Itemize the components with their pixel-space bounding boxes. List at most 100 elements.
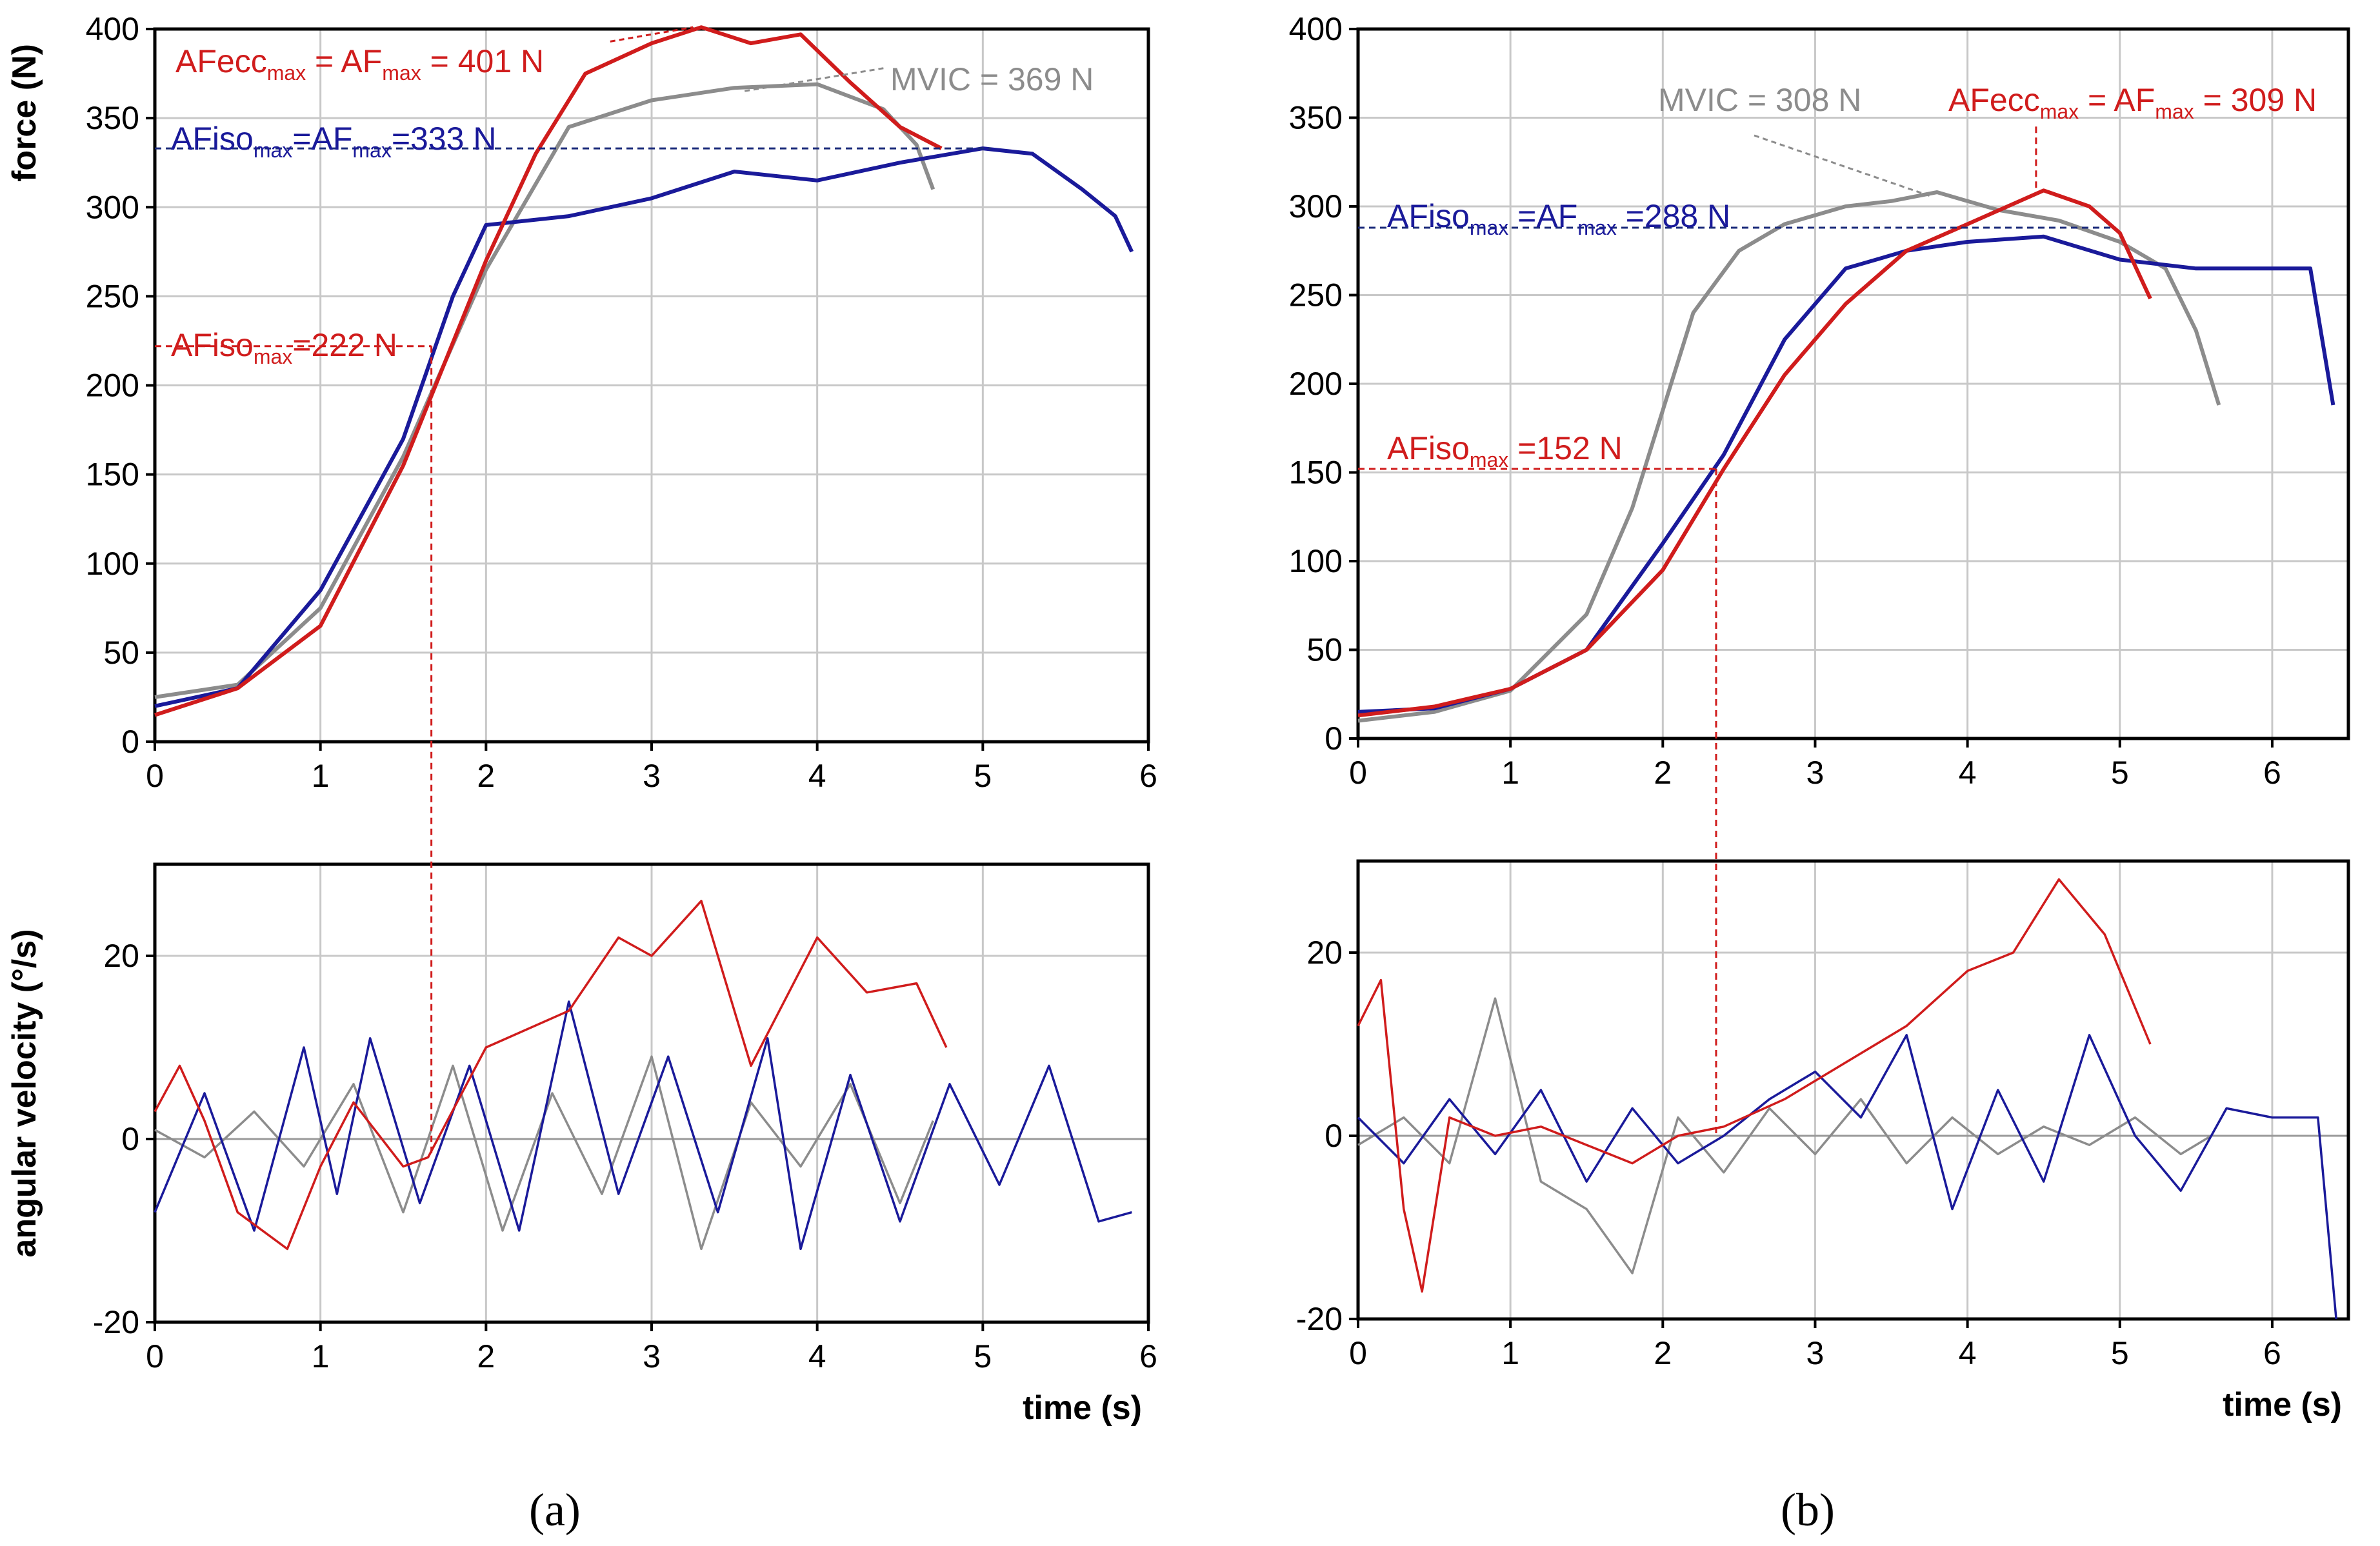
x-axis-label: time (s): [2223, 1386, 2342, 1423]
series-line-MVIC: [1357, 997, 2212, 1274]
annotation-text: = 309 N: [2194, 82, 2317, 118]
x-tick-label: 5: [974, 758, 992, 794]
series-line-AFecc: [1357, 878, 2152, 1293]
y-tick-label: 250: [86, 278, 139, 314]
y-tick-label: 0: [121, 724, 139, 760]
x-tick-label: 0: [1349, 1335, 1367, 1371]
chart-b-force: 0 1 2 3 4 5 6 0 50 100 150 200 250 300 350 400: [1289, 11, 2350, 791]
plot-frame: [1356, 859, 2350, 1321]
y-tick-label: 200: [86, 368, 139, 404]
x-tick-label: 6: [2263, 1335, 2281, 1371]
y-tick-label: 300: [1289, 188, 1343, 224]
annotation-subscript: max: [2155, 100, 2194, 123]
y-tick-label: 100: [86, 546, 139, 582]
annotation-mvic-a: MVIC = 369 N: [890, 61, 1094, 97]
y-tick-label: 20: [1306, 935, 1343, 971]
x-tick-label: 1: [1501, 755, 1519, 791]
annotation-subscript: max: [2040, 100, 2079, 123]
annotation-text: AFiso: [171, 121, 254, 157]
annotation-text: MVIC = 369 N: [890, 61, 1094, 97]
annotation-afecc-max-b: AFeccmax = AFmax = 309 N: [1948, 82, 2317, 123]
annotation-subscript: max: [1470, 448, 1508, 471]
x-tick-label: 1: [1501, 1335, 1519, 1371]
x-tick-label: 6: [1139, 1338, 1157, 1374]
y-tick-label: 150: [1289, 455, 1343, 491]
leader-mvic-a: [742, 67, 884, 93]
x-tick-label: 0: [146, 1338, 164, 1374]
y-tick-label: 100: [1289, 543, 1343, 579]
x-tick-label: 6: [2263, 755, 2281, 791]
annotation-text: AFecc: [1948, 82, 2040, 118]
annotation-mvic-b: MVIC = 308 N: [1658, 82, 1861, 118]
x-tick-label: 4: [1959, 755, 1977, 791]
y-tick-label: 200: [1289, 366, 1343, 402]
annotation-text: =AF: [1508, 198, 1577, 234]
x-tick-label: 2: [477, 758, 495, 794]
y-tick-label: 250: [1289, 277, 1343, 313]
annotation-afiso-max-a: AFisomax=AFmax=333 N: [171, 121, 496, 162]
annotation-subscript: max: [1577, 216, 1616, 239]
annotation-subscript: max: [254, 139, 292, 162]
x-tick-label: 6: [1139, 758, 1157, 794]
series-line-AFecc: [154, 900, 948, 1251]
x-tick-label: 3: [643, 1338, 661, 1374]
annotation-afecc-max-a: AFeccmax = AFmax = 401 N: [175, 43, 544, 84]
annotation-afiso-max-b: AFisomax =AFmax =288 N: [1387, 198, 1730, 239]
annotation-text: =AF: [292, 121, 352, 157]
y-tick-label: -20: [1296, 1301, 1343, 1337]
x-tick-label: 4: [808, 758, 826, 794]
y-tick-label: 300: [86, 189, 139, 225]
x-tick-label: 2: [1654, 755, 1672, 791]
annotation-text: =333 N: [392, 121, 497, 157]
y-tick-label: -20: [93, 1304, 139, 1340]
annotation-text: MVIC = 308 N: [1658, 82, 1861, 118]
x-tick-label: 5: [2111, 1335, 2129, 1371]
series-line-MVIC: [154, 1055, 934, 1251]
y-tick-label: 350: [1289, 100, 1343, 136]
x-tick-label: 4: [808, 1338, 826, 1374]
x-tick-label: 2: [1654, 1335, 1672, 1371]
x-tick-label: 3: [1806, 1335, 1825, 1371]
y-tick-label: 400: [1289, 11, 1343, 47]
y-tick-label: 0: [121, 1121, 139, 1157]
panel-label-a: (a): [529, 1484, 581, 1536]
x-tick-label: 5: [2111, 755, 2129, 791]
series-line-AFecc: [1357, 188, 2152, 718]
annotation-text: =222 N: [292, 327, 397, 363]
annotation-subscript: max: [267, 61, 306, 84]
annotation-text: AFiso: [1387, 198, 1470, 234]
y-tick-label: 50: [103, 635, 139, 671]
annotation-subscript: max: [352, 139, 391, 162]
y-tick-label: 150: [86, 457, 139, 493]
y-tick-label: 350: [86, 100, 139, 136]
x-tick-label: 1: [312, 1338, 330, 1374]
x-tick-label: 1: [312, 758, 330, 794]
annotation-subscript: max: [1470, 216, 1508, 239]
annotation-text: =288 N: [1617, 198, 1731, 234]
annotation-text: AFiso: [171, 327, 254, 363]
x-tick-label: 2: [477, 1338, 495, 1374]
annotation-afiso-152: AFisomax =152 N: [1387, 430, 1623, 471]
annotation-subscript: max: [382, 61, 421, 84]
y-axis-label: force (N): [6, 44, 43, 182]
annotation-afiso-222: AFisomax=222 N: [171, 327, 397, 368]
panel-label-b: (b): [1781, 1484, 1835, 1536]
x-tick-label: 3: [1806, 755, 1825, 791]
x-tick-label: 5: [974, 1338, 992, 1374]
y-axis-label: angular velocity (°/s): [6, 929, 43, 1257]
annotation-text: AFiso: [1387, 430, 1470, 466]
annotation-text: AFecc: [175, 43, 267, 79]
series-line-AFiso: [154, 1000, 1132, 1251]
x-axis-label: time (s): [1023, 1389, 1142, 1427]
x-tick-label: 3: [643, 758, 661, 794]
series-line-AFiso: [1357, 1034, 2337, 1320]
leader-mvic-b: [1754, 134, 1930, 197]
y-tick-label: 400: [86, 11, 139, 47]
chart-a-force: 0 1 2 3 4 5 6 0 50 100 150 200 250 300 350 400 force (N): [6, 11, 1157, 794]
annotation-text: = AF: [306, 43, 382, 79]
y-tick-label: 20: [103, 938, 139, 974]
x-tick-label: 0: [1349, 755, 1367, 791]
